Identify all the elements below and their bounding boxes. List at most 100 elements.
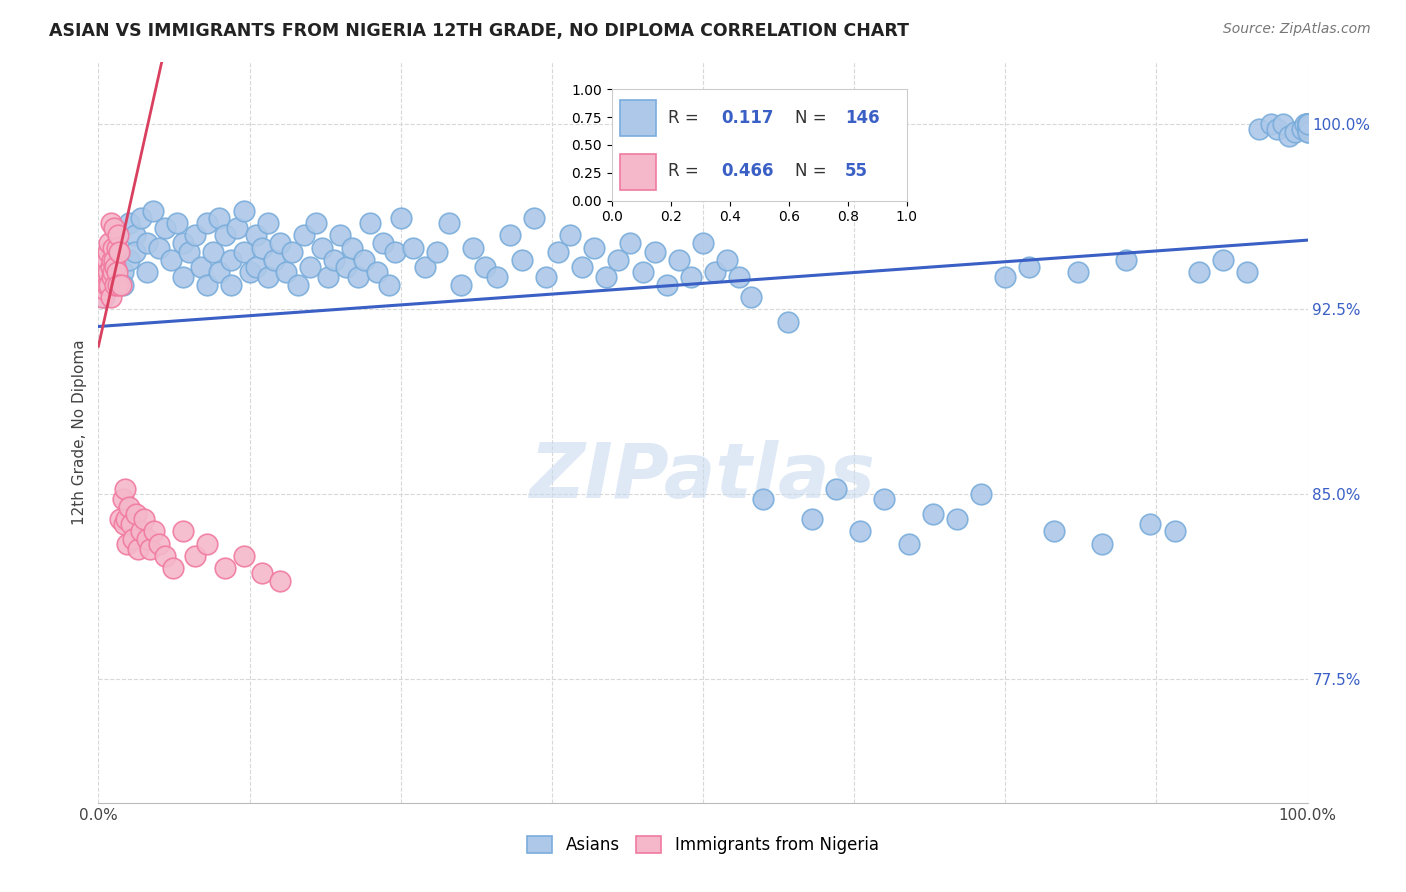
Point — [143, 524, 166, 539]
Point — [692, 235, 714, 250]
Text: ASIAN VS IMMIGRANTS FROM NIGERIA 12TH GRADE, NO DIPLOMA CORRELATION CHART: ASIAN VS IMMIGRANTS FROM NIGERIA 12TH GR… — [49, 22, 910, 40]
Point — [474, 260, 496, 275]
Point — [668, 252, 690, 267]
Point — [498, 228, 520, 243]
Point — [108, 512, 131, 526]
Point — [1115, 252, 1137, 267]
Point — [1291, 122, 1313, 136]
Point — [269, 235, 291, 250]
Point — [1296, 117, 1319, 131]
Point — [1296, 120, 1319, 134]
Point — [107, 277, 129, 292]
Y-axis label: 12th Grade, No Diploma: 12th Grade, No Diploma — [72, 340, 87, 525]
Point — [1267, 122, 1289, 136]
Point — [160, 252, 183, 267]
Point — [112, 516, 135, 531]
Point — [1296, 117, 1319, 131]
Point — [98, 277, 121, 292]
Point — [263, 252, 285, 267]
Point — [172, 270, 194, 285]
Point — [97, 245, 120, 260]
Point — [655, 277, 678, 292]
Point — [281, 245, 304, 260]
Point — [195, 216, 218, 230]
Point — [100, 270, 122, 285]
Point — [873, 492, 896, 507]
Point — [208, 211, 231, 225]
Point — [111, 492, 134, 507]
Point — [100, 260, 122, 275]
Point — [360, 216, 382, 230]
Point — [100, 252, 122, 267]
Point — [970, 487, 993, 501]
Point — [1296, 117, 1319, 131]
Point — [103, 220, 125, 235]
Point — [571, 260, 593, 275]
Point — [1296, 117, 1319, 131]
Point — [704, 265, 727, 279]
Point — [162, 561, 184, 575]
Point — [800, 512, 823, 526]
Point — [679, 270, 702, 285]
Point — [202, 245, 225, 260]
Point — [142, 203, 165, 218]
Point — [1278, 129, 1301, 144]
Point — [166, 216, 188, 230]
Point — [232, 549, 254, 563]
Point — [329, 228, 352, 243]
Point — [94, 270, 117, 285]
Point — [437, 216, 460, 230]
Point — [1294, 117, 1316, 131]
Point — [1042, 524, 1064, 539]
Point — [547, 245, 569, 260]
Point — [377, 277, 399, 292]
Point — [353, 252, 375, 267]
Point — [946, 512, 969, 526]
Point — [107, 228, 129, 243]
Point — [105, 265, 128, 279]
Point — [105, 240, 128, 254]
Point — [1296, 117, 1319, 131]
Point — [135, 235, 157, 250]
Point — [98, 235, 121, 250]
Point — [91, 290, 114, 304]
Text: Source: ZipAtlas.com: Source: ZipAtlas.com — [1223, 22, 1371, 37]
Point — [134, 512, 156, 526]
Point — [153, 549, 176, 563]
Point — [172, 524, 194, 539]
Point — [1296, 117, 1319, 131]
Point — [148, 240, 170, 254]
Point — [115, 512, 138, 526]
Point — [305, 216, 328, 230]
Point — [111, 277, 134, 292]
Point — [292, 228, 315, 243]
Point — [825, 483, 848, 497]
Text: N =: N = — [794, 109, 827, 127]
Point — [1296, 117, 1319, 131]
Point — [103, 252, 125, 267]
Point — [118, 252, 141, 267]
Point — [114, 483, 136, 497]
Legend: Asians, Immigrants from Nigeria: Asians, Immigrants from Nigeria — [520, 830, 886, 861]
Point — [384, 245, 406, 260]
Point — [97, 265, 120, 279]
Point — [631, 265, 654, 279]
Point — [1296, 117, 1319, 131]
Point — [1296, 117, 1319, 131]
Point — [118, 216, 141, 230]
Point — [287, 277, 309, 292]
Point — [1139, 516, 1161, 531]
Point — [172, 235, 194, 250]
Point — [93, 265, 115, 279]
Point — [96, 252, 118, 267]
Point — [1296, 117, 1319, 131]
Point — [1163, 524, 1185, 539]
Point — [1296, 120, 1319, 134]
Point — [108, 245, 131, 260]
Point — [716, 252, 738, 267]
Point — [250, 566, 273, 581]
Point — [342, 240, 364, 254]
Point — [510, 252, 533, 267]
Point — [214, 228, 236, 243]
Point — [607, 252, 630, 267]
